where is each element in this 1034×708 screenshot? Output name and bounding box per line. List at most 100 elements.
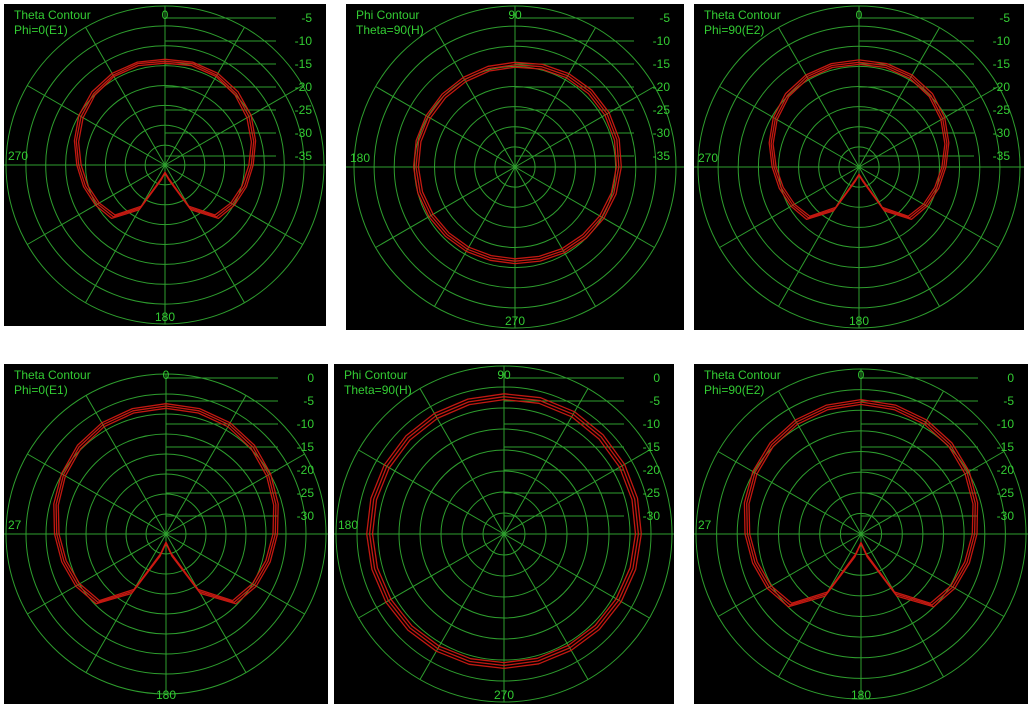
radial-tick-label: -30 xyxy=(997,509,1015,523)
grid-spoke xyxy=(860,533,1005,617)
radial-tick-label: -5 xyxy=(1003,394,1014,408)
radial-tick-label: -20 xyxy=(643,463,661,477)
angle-label-top: 90 xyxy=(497,368,511,382)
chart-title: Phi Contour xyxy=(344,368,407,382)
polar-grid xyxy=(694,368,1028,700)
pattern-trace xyxy=(415,64,620,262)
grid-spoke xyxy=(165,453,305,535)
polar-grid xyxy=(346,5,684,329)
grid-spoke xyxy=(419,533,505,680)
radial-tick-label: -25 xyxy=(297,486,315,500)
pattern-traces xyxy=(768,59,950,221)
angle-label-bottom: 180 xyxy=(849,314,869,328)
chart-subtitle: Phi=90(E2) xyxy=(704,23,764,37)
pattern-trace xyxy=(748,403,974,604)
radial-tick-label: -25 xyxy=(997,486,1015,500)
pattern-traces xyxy=(73,58,257,220)
grid-spoke xyxy=(164,164,303,245)
grid-spoke xyxy=(717,451,862,535)
chart-subtitle: Phi=0(E1) xyxy=(14,383,68,397)
angle-label-left: 270 xyxy=(698,151,718,165)
pattern-trace xyxy=(368,396,640,667)
polar-grid xyxy=(4,373,328,695)
radial-tick-label: 0 xyxy=(653,371,660,385)
grid-spoke xyxy=(85,395,167,535)
polar-chart-phi-h-top: -5 -10 -15 -20 -25 -30 -35 Phi Contour Theta=90(… xyxy=(346,4,684,330)
grid-spoke xyxy=(778,166,860,307)
grid-spoke xyxy=(858,166,999,248)
radial-tick-label: -5 xyxy=(303,394,314,408)
chart-title: Theta Contour xyxy=(14,368,91,382)
grid-spoke xyxy=(778,533,862,678)
radial-tick-label: -35 xyxy=(993,149,1011,163)
grid-spoke xyxy=(503,533,650,619)
radial-tick-label: -25 xyxy=(295,103,313,117)
radial-tick-label: -10 xyxy=(297,417,315,431)
grid-spoke xyxy=(514,27,596,168)
polar-plot-svg: -5 -10 -15 -20 -25 -30 -35 Theta ContourPhi=0(E… xyxy=(4,5,326,325)
angle-label-left: 180 xyxy=(350,151,370,165)
polar-chart-theta-e1-bottom: 0 -5 -10 -15 -20 -25 -30 Theta Contour Phi=0(E1)… xyxy=(4,364,328,704)
grid-spoke xyxy=(419,388,505,535)
grid-spoke xyxy=(719,166,860,248)
grid-spoke xyxy=(375,166,516,248)
angle-label-left: 27 xyxy=(698,518,712,532)
pattern-traces xyxy=(412,61,622,265)
grid-spoke xyxy=(85,533,167,673)
radial-tick-label: -5 xyxy=(999,11,1010,25)
chart-title: Phi Contour xyxy=(356,8,419,22)
grid-spoke xyxy=(375,86,516,168)
grid-spoke xyxy=(164,85,303,166)
polar-plot-svg: -5 -10 -15 -20 -25 -30 -35 Theta ContourPhi=90(… xyxy=(694,5,1024,329)
grid-spoke xyxy=(503,388,589,535)
polar-chart-theta-e1-top: -5 -10 -15 -20 -25 -30 -35 Theta Contour Phi=0(E… xyxy=(4,4,326,326)
radial-tick-label: -30 xyxy=(297,509,315,523)
radial-tick-label: -30 xyxy=(653,126,671,140)
radial-tick-label: -10 xyxy=(993,34,1011,48)
radial-tick-label: -15 xyxy=(295,57,313,71)
angle-label-bottom: 270 xyxy=(505,314,525,328)
radial-tick-label: -25 xyxy=(643,486,661,500)
angle-label-bottom: 270 xyxy=(494,688,514,702)
grid-spoke xyxy=(85,27,166,166)
chart-title: Theta Contour xyxy=(704,368,781,382)
grid-spoke xyxy=(434,166,516,307)
grid-spoke xyxy=(717,533,862,617)
grid-spoke xyxy=(514,86,655,168)
radial-tick-label: -30 xyxy=(295,126,313,140)
angle-label-top: 0 xyxy=(858,368,865,382)
grid-spoke xyxy=(27,85,166,166)
radial-tick-label: -5 xyxy=(649,394,660,408)
chart-subtitle: Theta=90(H) xyxy=(344,383,412,397)
grid-spoke xyxy=(860,533,944,678)
grid-spoke xyxy=(165,533,305,615)
angle-label-top: 0 xyxy=(163,368,170,382)
radial-tick-label: -10 xyxy=(643,417,661,431)
grid-spoke xyxy=(27,453,167,535)
grid-spoke xyxy=(434,27,516,168)
grid-spoke xyxy=(503,449,650,535)
grid-spoke xyxy=(165,395,247,535)
pattern-trace xyxy=(57,407,275,602)
radial-tick-label: -20 xyxy=(297,463,315,477)
angle-label-top: 90 xyxy=(508,8,522,22)
radial-tick-label: -15 xyxy=(643,440,661,454)
angle-label-left: 270 xyxy=(8,149,28,163)
angle-label-left: 27 xyxy=(8,518,22,532)
pattern-trace xyxy=(77,62,253,216)
radial-tick-label: -15 xyxy=(997,440,1015,454)
radial-tick-label: -10 xyxy=(295,34,313,48)
radial-tick-label: -5 xyxy=(659,11,670,25)
angle-label-top: 0 xyxy=(856,8,863,22)
radial-tick-label: -25 xyxy=(653,103,671,117)
radial-tick-label: 0 xyxy=(307,371,314,385)
grid-spoke xyxy=(85,164,166,303)
grid-spoke xyxy=(503,533,589,680)
grid-spoke xyxy=(778,27,860,168)
grid-spoke xyxy=(514,166,596,307)
grid-spoke xyxy=(358,449,505,535)
grid-spoke xyxy=(164,27,245,166)
pattern-traces xyxy=(366,393,642,670)
radial-tick-label: -25 xyxy=(993,103,1011,117)
grid-spoke xyxy=(514,166,655,248)
